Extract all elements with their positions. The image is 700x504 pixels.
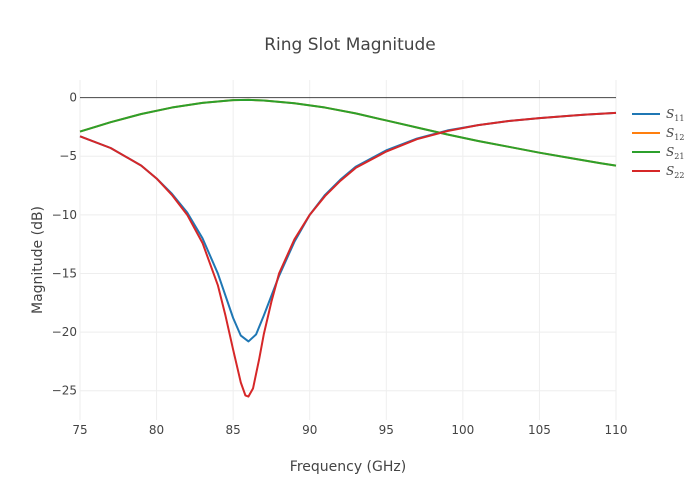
series-line-s11 — [79, 111, 617, 343]
series-line-s22 — [79, 111, 617, 398]
y-tick-label: −10 — [52, 208, 77, 222]
y-tick-label: −20 — [52, 325, 77, 339]
legend-label-s22: S22 — [666, 164, 684, 180]
y-axis-title: Magnitude (dB) — [30, 206, 46, 314]
legend: S11 S12 S21 S22 — [632, 107, 684, 180]
x-tick-label: 105 — [528, 423, 551, 437]
x-tick-label: 75 — [72, 423, 87, 437]
grid-layer — [79, 80, 617, 420]
chart-title: Ring Slot Magnitude — [264, 35, 436, 55]
x-tick-label: 80 — [149, 423, 164, 437]
x-tick-label: 100 — [451, 423, 474, 437]
x-tick-label: 110 — [605, 423, 628, 437]
y-tick-label: 0 — [69, 91, 77, 105]
series-line-s21 — [79, 98, 617, 167]
tick-label-layer: 75 80 85 90 95 100 105 110 0 −5 −10 −15 −20 −25 — [52, 91, 628, 437]
y-tick-label: −5 — [59, 149, 77, 163]
y-tick-label: −25 — [52, 384, 77, 398]
legend-label-s12: S12 — [666, 126, 684, 142]
y-tick-label: −15 — [52, 266, 77, 280]
x-tick-label: 95 — [379, 423, 394, 437]
x-axis-title: Frequency (GHz) — [290, 459, 406, 475]
legend-label-s11: S11 — [666, 107, 684, 123]
x-tick-label: 90 — [302, 423, 317, 437]
series-layer — [79, 98, 617, 398]
x-tick-label: 85 — [226, 423, 241, 437]
legend-label-s21: S21 — [666, 145, 684, 161]
